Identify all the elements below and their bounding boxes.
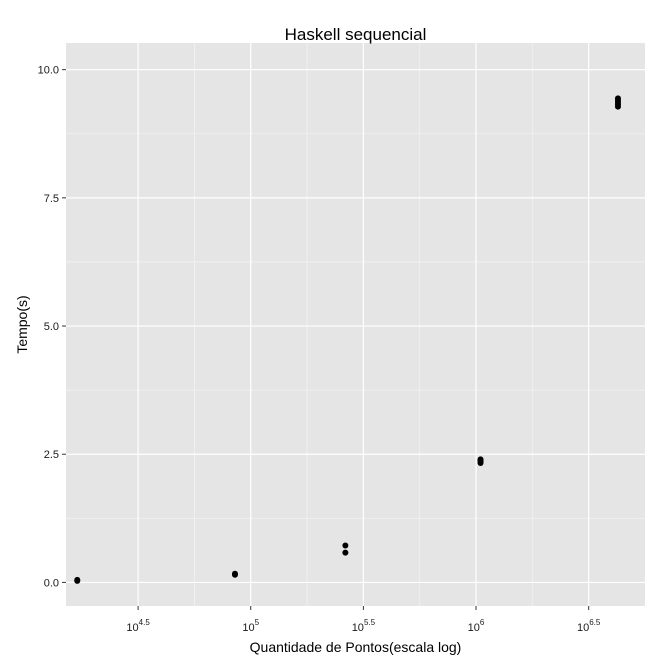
y-tick-label: 2.5 xyxy=(44,449,59,461)
data-point xyxy=(231,570,238,577)
x-tick-label: 105 xyxy=(242,618,259,634)
y-tick-label: 7.5 xyxy=(44,193,59,205)
y-tick-label: 10.0 xyxy=(38,65,59,77)
x-tick-label: 106 xyxy=(468,618,485,634)
chart-title: Haskell sequencial xyxy=(285,25,427,44)
data-point xyxy=(74,576,81,583)
y-axis: 0.0 2.5 5.0 7.5 10.0 xyxy=(38,65,66,589)
x-tick-label: 106.5 xyxy=(577,618,601,634)
data-point xyxy=(614,95,621,102)
grid-major xyxy=(66,43,645,606)
x-axis-label: Quantidade de Pontos(escala log) xyxy=(250,639,462,655)
x-tick-label: 104.5 xyxy=(126,618,150,634)
x-tick-label: 105.5 xyxy=(352,618,376,634)
data-point xyxy=(477,456,484,463)
y-axis-label: Tempo(s) xyxy=(14,295,30,353)
data-point xyxy=(342,542,349,549)
plot-panel xyxy=(66,43,645,606)
data-point xyxy=(342,549,349,556)
x-axis: 104.5 105 105.5 106 106.5 xyxy=(126,606,601,634)
grid-minor xyxy=(66,43,645,606)
y-tick-label: 5.0 xyxy=(44,321,59,333)
y-tick-label: 0.0 xyxy=(44,577,59,589)
data-points xyxy=(74,95,621,584)
